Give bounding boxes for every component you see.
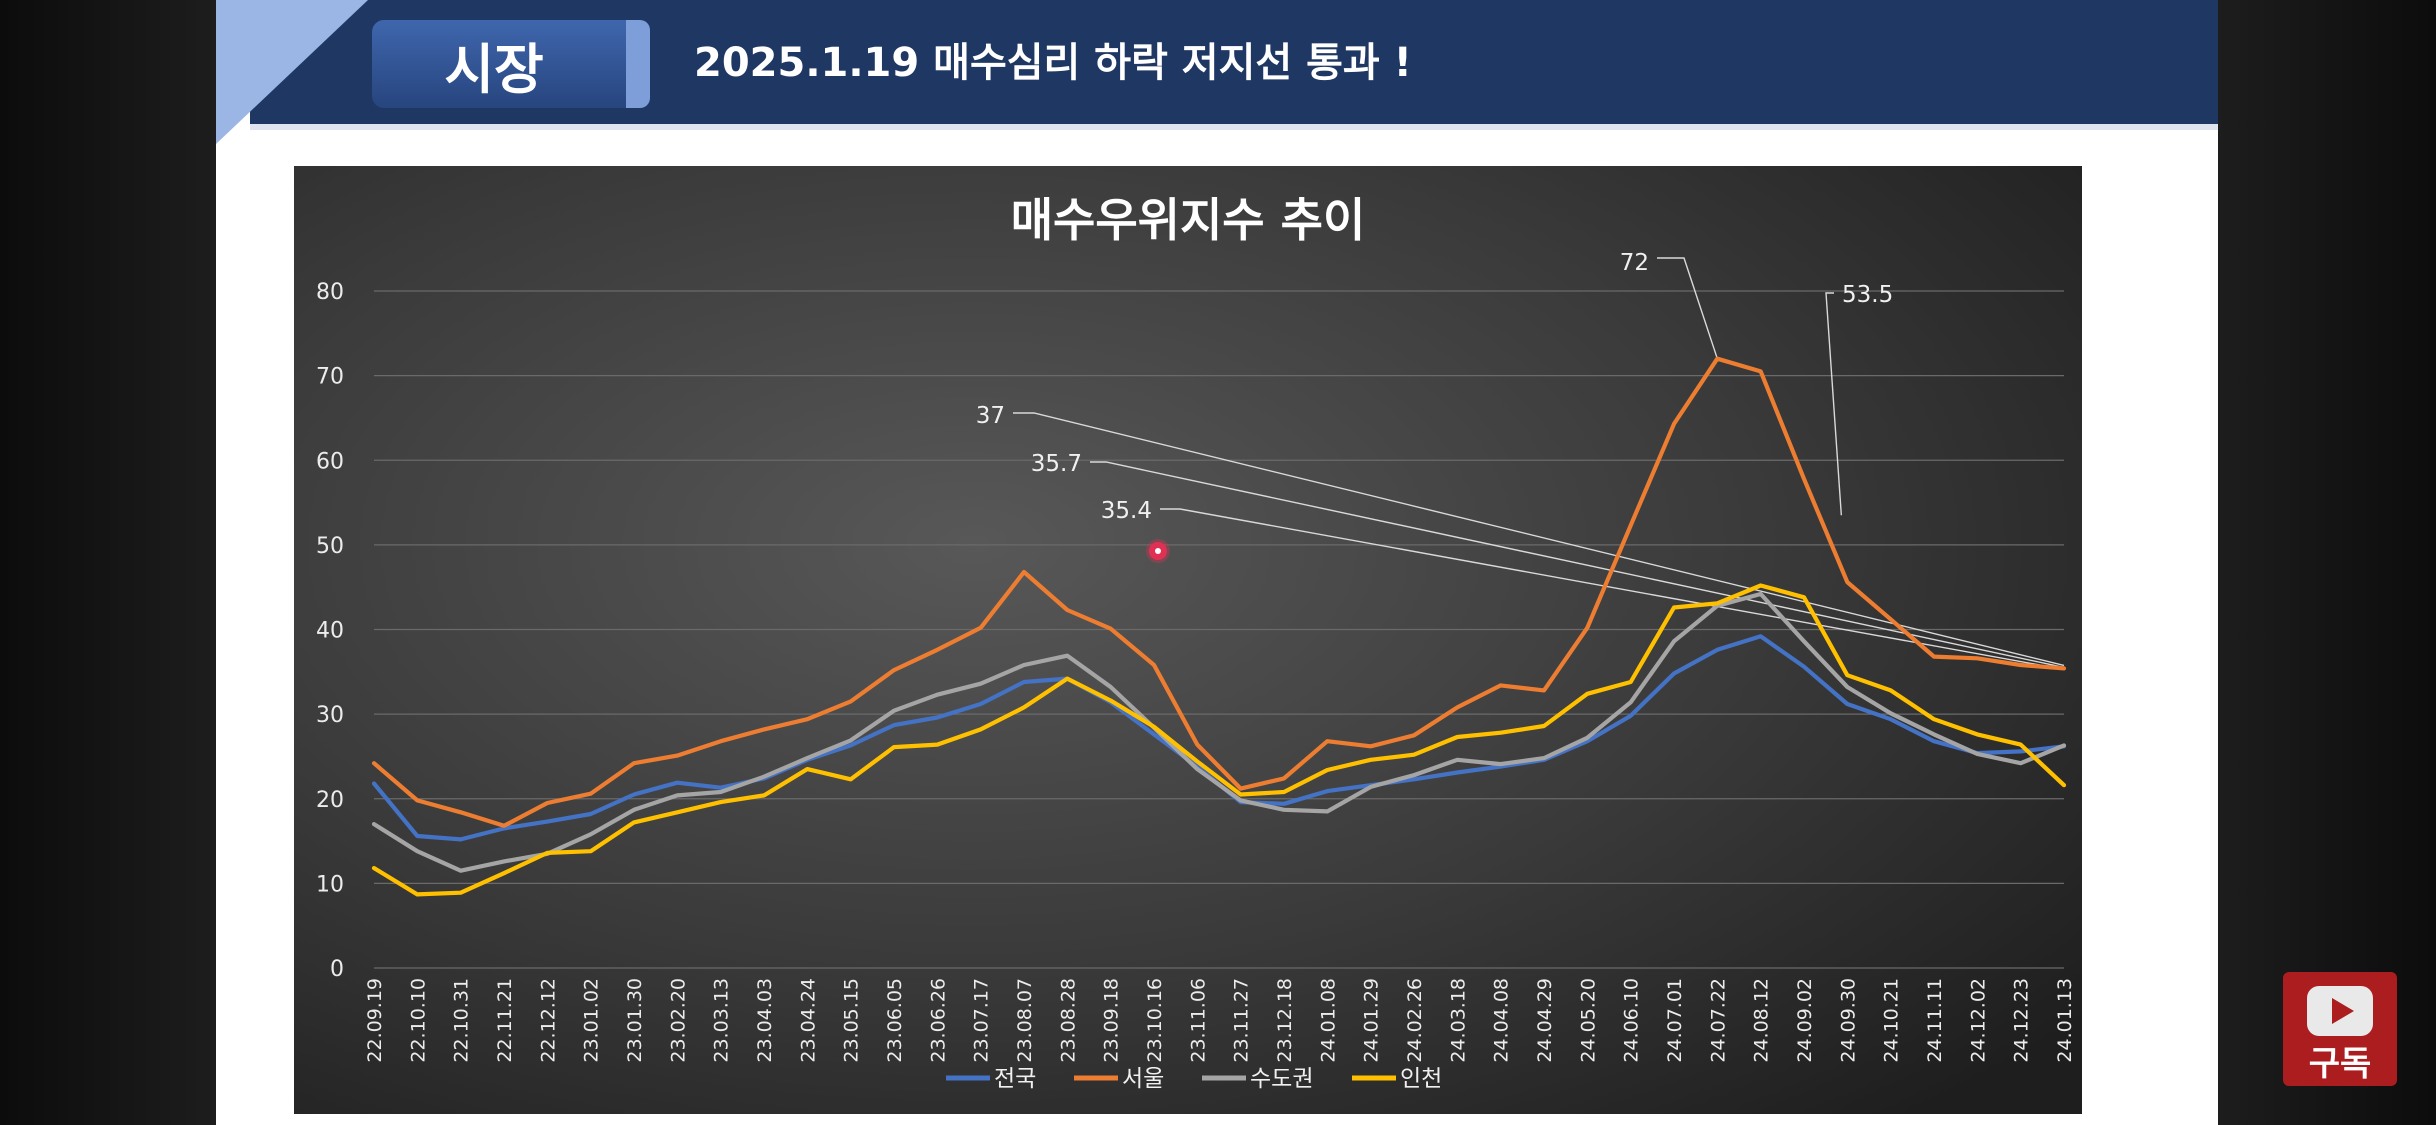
- subscribe-label: 구독: [2308, 1044, 2372, 1084]
- plot-background: [294, 166, 2082, 1114]
- x-tick-label: 24.09.30: [1837, 978, 1859, 1063]
- chart-svg: 매수우위지수 추이 0 10 20 30 40 50 60 70 80 22.09.19 22.1…: [294, 166, 2082, 1114]
- y-tick-label: 70: [316, 365, 344, 390]
- x-tick-label: 23.01.02: [581, 978, 603, 1063]
- annotation-leader-line: [1657, 257, 1718, 359]
- annotation-label: 35.7: [1031, 451, 1082, 477]
- x-tick-label: 24.10.21: [1881, 978, 1903, 1063]
- x-tick-label: 23.09.18: [1101, 978, 1123, 1063]
- x-tick-label: 24.06.10: [1621, 978, 1643, 1063]
- x-tick-label: 24.07.22: [1707, 978, 1729, 1063]
- x-tick-label: 24.02.26: [1404, 978, 1426, 1063]
- left-letterbox: [0, 0, 216, 1125]
- x-tick-label: 24.12.23: [2011, 978, 2033, 1063]
- pointer-cursor-icon: [1149, 542, 1167, 560]
- x-tick-label: 23.02.20: [667, 978, 689, 1063]
- x-tick-label: 23.06.26: [927, 978, 949, 1063]
- x-tick-label: 23.08.07: [1014, 978, 1036, 1063]
- legend-label: 서울: [1122, 1066, 1164, 1092]
- x-tick-label: 23.10.16: [1144, 978, 1166, 1063]
- x-tick-label: 23.06.05: [884, 978, 906, 1063]
- annotation-label: 53.5: [1842, 282, 1893, 308]
- header-underline: [250, 124, 2218, 130]
- x-tick-label: 23.07.17: [971, 978, 993, 1063]
- x-tick-label: 24.01.13: [2054, 978, 2076, 1063]
- y-tick-label: 80: [316, 280, 344, 305]
- section-tag-accent: [626, 20, 650, 108]
- x-tick-label: 22.11.21: [494, 978, 516, 1063]
- annotation-label: 37: [976, 403, 1005, 429]
- chart-title: 매수우위지수 추이: [1011, 193, 1366, 247]
- x-tick-label: 24.01.08: [1317, 978, 1339, 1063]
- x-tick-label: 24.01.29: [1361, 978, 1383, 1063]
- youtube-play-icon: [2307, 986, 2373, 1036]
- series-line-2: [371, 356, 2067, 828]
- annotation-label: 35.4: [1101, 498, 1152, 524]
- x-tick-label: 24.07.01: [1664, 978, 1686, 1063]
- y-tick-label: 30: [316, 703, 344, 728]
- x-tick-label: 22.10.31: [451, 978, 473, 1063]
- x-tick-label: 24.04.08: [1491, 978, 1513, 1063]
- y-tick-label: 20: [316, 788, 344, 813]
- x-tick-label: 24.11.11: [1924, 978, 1946, 1063]
- y-tick-label: 60: [316, 449, 344, 474]
- x-tick-label: 23.04.24: [797, 978, 819, 1063]
- x-tick-label: 23.03.13: [711, 978, 733, 1063]
- y-tick-label: 0: [330, 957, 344, 982]
- section-tag: 시장: [372, 20, 650, 108]
- legend-label: 인천: [1400, 1066, 1442, 1092]
- series-line-4: [371, 583, 2067, 897]
- x-tick-label: 23.11.27: [1231, 978, 1253, 1063]
- section-tag-label: 시장: [444, 37, 544, 101]
- x-tick-label: 23.05.15: [841, 978, 863, 1063]
- y-tick-label: 50: [316, 534, 344, 559]
- x-tick-label: 24.05.20: [1577, 978, 1599, 1063]
- x-tick-label: 23.08.28: [1057, 978, 1079, 1063]
- page-title: 2025.1.19 매수심리 하락 저지선 통과 !: [694, 40, 1412, 86]
- y-tick-label: 10: [316, 872, 344, 897]
- x-tick-label: 24.03.18: [1447, 978, 1469, 1063]
- legend-label: 전국: [994, 1066, 1036, 1092]
- header-corner-decoration: [216, 0, 368, 144]
- legend-label: 수도권: [1250, 1066, 1313, 1092]
- x-tick-label: 23.11.06: [1187, 978, 1209, 1063]
- x-tick-label: 23.04.03: [754, 978, 776, 1063]
- right-letterbox: [2218, 0, 2436, 1125]
- annotation-label: 72: [1620, 250, 1649, 276]
- chart: 매수우위지수 추이 0 10 20 30 40 50 60 70 80 22.09.19 22.1…: [294, 166, 2082, 1114]
- x-tick-label: 22.12.12: [537, 978, 559, 1063]
- x-tick-label: 24.08.12: [1751, 978, 1773, 1063]
- x-tick-label: 24.12.02: [1967, 978, 1989, 1063]
- subscribe-button[interactable]: 구독: [2283, 972, 2397, 1086]
- annotation-leader-line: [1160, 508, 2065, 671]
- x-tick-label: 22.10.10: [407, 978, 429, 1063]
- slide: 시장 2025.1.19 매수심리 하락 저지선 통과 ! 매수우위지수 추이 …: [216, 0, 2218, 1125]
- y-tick-label: 40: [316, 619, 344, 644]
- x-tick-label: 24.04.29: [1534, 978, 1556, 1063]
- x-tick-label: 24.09.02: [1794, 978, 1816, 1063]
- series-line-3: [371, 591, 2067, 873]
- x-tick-label: 23.01.30: [624, 978, 646, 1063]
- annotation-leader-line: [1013, 412, 2065, 667]
- x-tick-label: 22.09.19: [364, 978, 386, 1063]
- x-tick-label: 23.12.18: [1274, 978, 1296, 1063]
- annotation-leader-line: [1825, 292, 1843, 516]
